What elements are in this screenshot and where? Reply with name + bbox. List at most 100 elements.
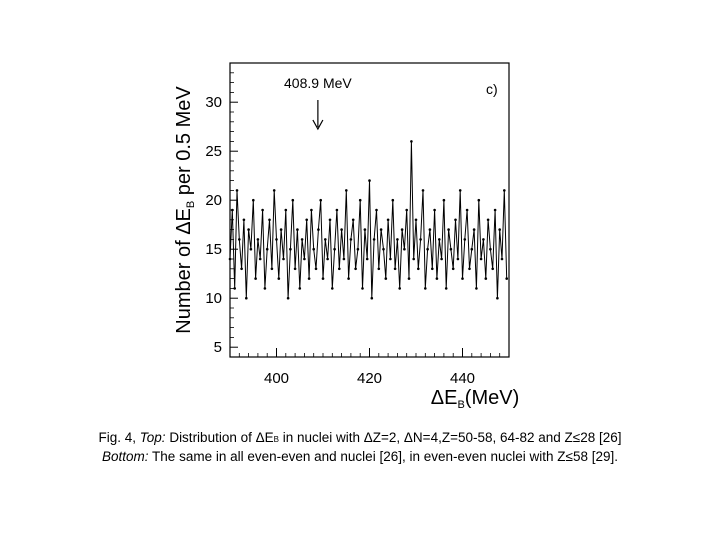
data-point-79 (412, 257, 416, 261)
data-point-44 (331, 287, 334, 290)
data-series-line (229, 141, 508, 299)
data-point-38 (317, 228, 320, 231)
data-point-56 (358, 198, 362, 202)
data-point-40 (321, 277, 325, 280)
data-point-73 (398, 287, 402, 290)
data-point-34 (307, 277, 311, 280)
caption-text-c: The same in all even-even and nuclei [26… (148, 449, 618, 464)
data-point-52 (349, 238, 353, 241)
data-point-4 (238, 238, 241, 241)
data-point-94 (447, 228, 450, 231)
data-point-25 (286, 296, 290, 300)
data-point-49 (342, 257, 346, 261)
data-point-10 (252, 198, 255, 202)
y-tick-label-30: 30 (205, 94, 222, 111)
data-point-83 (421, 189, 425, 192)
data-point-41 (324, 238, 327, 241)
caption-fig-label: Fig. 4, (98, 430, 140, 445)
data-point-65 (379, 228, 383, 231)
annotation-arrow-head (312, 119, 324, 131)
data-point-50 (345, 189, 348, 192)
data-point-21 (277, 277, 281, 280)
data-point-8 (247, 228, 250, 231)
data-point-119 (505, 277, 509, 280)
data-point-98 (456, 257, 460, 261)
data-point-71 (393, 267, 397, 271)
data-point-2 (233, 287, 236, 290)
caption-text-a: Distribution of ΔE (165, 430, 274, 445)
data-point-82 (419, 238, 422, 241)
data-point-22 (279, 228, 283, 231)
data-point-106 (475, 287, 478, 290)
data-point-108 (479, 257, 483, 261)
data-point-5 (240, 267, 243, 271)
data-point-74 (400, 228, 404, 231)
data-point-9 (249, 247, 253, 251)
data-point-18 (270, 267, 274, 271)
data-point-105 (472, 228, 476, 231)
data-point-20 (275, 238, 278, 241)
data-point-96 (451, 267, 455, 271)
data-point-36 (312, 247, 316, 251)
data-point-86 (428, 228, 432, 231)
data-point-16 (265, 247, 269, 251)
figure-caption-line-2: Bottom: The same in all even-even and nu… (0, 447, 720, 466)
data-point-67 (384, 277, 388, 280)
data-point-35 (310, 208, 313, 212)
caption-top-label: Top: (139, 430, 166, 445)
data-point-107 (477, 198, 481, 202)
data-point-110 (484, 277, 488, 280)
data-point-64 (377, 267, 381, 271)
data-point-116 (498, 228, 502, 231)
data-point-99 (458, 189, 462, 192)
x-tick-label-400: 400 (264, 370, 289, 387)
data-point-17 (268, 218, 271, 222)
data-point-15 (263, 287, 267, 290)
data-point-97 (454, 218, 457, 222)
data-point-47 (338, 267, 341, 271)
data-point-87 (431, 267, 434, 271)
data-point-59 (365, 257, 369, 261)
y-tick-label-20: 20 (205, 192, 222, 209)
data-point-111 (486, 218, 490, 222)
data-point-93 (444, 287, 448, 290)
data-point-63 (375, 208, 378, 212)
data-point-19 (272, 189, 276, 192)
y-tick-label-10: 10 (205, 290, 222, 307)
data-point-89 (435, 277, 439, 280)
data-point-68 (386, 218, 390, 222)
data-point-24 (284, 208, 288, 212)
data-point-62 (372, 238, 376, 241)
data-point-81 (417, 267, 420, 271)
data-point-69 (389, 257, 392, 261)
data-point-23 (282, 257, 285, 261)
data-point-104 (470, 247, 474, 251)
data-point-61 (370, 296, 374, 300)
y-tick-label-15: 15 (205, 241, 222, 258)
data-point-109 (482, 238, 485, 241)
histogram-chart: 5 10 15 20 25 30 400 420 440 408.9 MeV c) Number of… (173, 62, 520, 411)
data-point-114 (493, 208, 497, 212)
data-point-42 (326, 257, 329, 261)
data-point-91 (440, 257, 443, 261)
data-point-60 (368, 179, 371, 182)
data-point-103 (468, 267, 471, 271)
data-point-14 (261, 208, 264, 212)
data-point-78 (410, 140, 413, 143)
data-point-76 (405, 208, 409, 212)
data-point-27 (291, 198, 295, 202)
data-point-11 (254, 277, 257, 280)
data-point-112 (489, 247, 492, 251)
data-point-1 (231, 208, 234, 212)
data-point-57 (361, 287, 364, 290)
data-point-75 (403, 247, 406, 251)
data-point-46 (335, 208, 339, 212)
y-tick-label-25: 25 (205, 143, 222, 160)
data-point-31 (300, 238, 304, 241)
data-point-117 (500, 257, 504, 261)
data-point-80 (414, 218, 418, 222)
data-point-6 (242, 218, 246, 222)
data-point-84 (424, 287, 427, 290)
y-tick-label-5: 5 (214, 339, 222, 356)
x-axis-title: ΔEB(MeV) (431, 387, 520, 411)
